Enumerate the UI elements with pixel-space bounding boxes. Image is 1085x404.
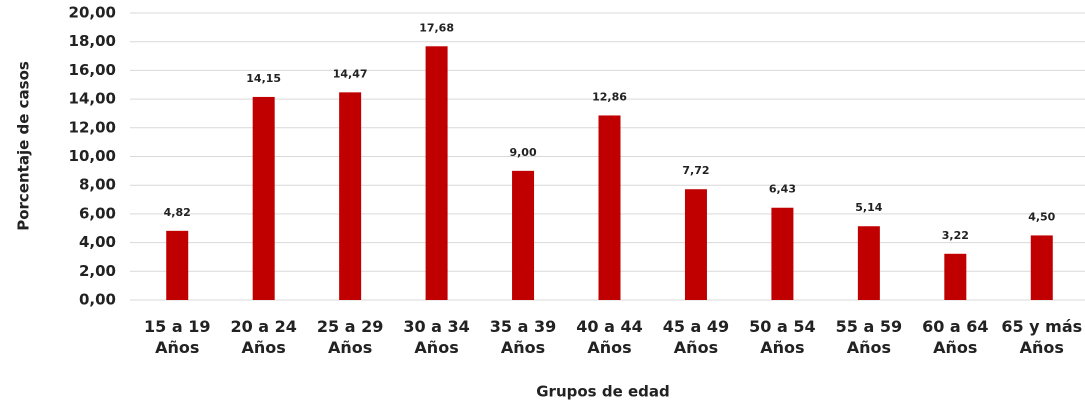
y-axis-title: Porcentaje de casos (15, 61, 33, 231)
bar (252, 96, 275, 300)
y-tick-label: 0,00 (79, 291, 116, 309)
x-tick-label: 20 a 24 Años (230, 317, 297, 357)
value-label: 14,15 (246, 72, 281, 85)
x-tick-label: 25 a 29 Años (316, 317, 384, 357)
value-label: 3,22 (942, 229, 969, 242)
bar (339, 92, 362, 300)
x-tick-label: 65 y más Años (1001, 317, 1083, 357)
value-label: 7,72 (682, 164, 709, 177)
x-tick-label: 40 a 44 Años (576, 317, 643, 357)
value-label: 17,68 (419, 21, 454, 34)
y-tick-label: 6,00 (79, 204, 116, 222)
y-tick-label: 8,00 (79, 176, 116, 194)
value-label: 12,86 (592, 90, 627, 103)
value-label: 5,14 (855, 201, 882, 214)
x-tick-label: 55 a 59 Años (835, 317, 903, 357)
bar (771, 207, 794, 300)
bar (512, 170, 535, 300)
y-tick-label: 4,00 (79, 233, 116, 251)
y-tick-label: 18,00 (69, 32, 116, 50)
bar (425, 46, 448, 301)
bar (598, 115, 621, 300)
y-tick-label: 14,00 (69, 90, 116, 108)
x-tick-label: 15 a 19 Años (143, 317, 211, 357)
value-label: 4,82 (164, 206, 191, 219)
bar (684, 189, 707, 300)
value-label: 9,00 (509, 146, 536, 159)
value-label: 6,43 (769, 183, 796, 196)
value-label: 14,47 (333, 67, 368, 80)
bar (857, 226, 880, 300)
x-tick-label: 50 a 54 Años (749, 317, 816, 357)
y-tick-label: 12,00 (69, 118, 116, 136)
y-tick-label: 2,00 (79, 262, 116, 280)
y-tick-label: 20,00 (69, 4, 116, 22)
y-tick-label: 10,00 (69, 147, 116, 165)
value-label: 4,50 (1028, 210, 1055, 223)
x-tick-label: 35 a 39 Años (489, 317, 557, 357)
x-tick-label: 60 a 64 Años (922, 317, 989, 357)
y-tick-label: 16,00 (69, 61, 116, 79)
bar (944, 253, 967, 300)
bar (166, 230, 189, 300)
x-tick-label: 30 a 34 Años (403, 317, 470, 357)
x-tick-label: 45 a 49 Años (662, 317, 730, 357)
bar (1030, 235, 1053, 300)
x-axis-title: Grupos de edad (536, 383, 669, 401)
